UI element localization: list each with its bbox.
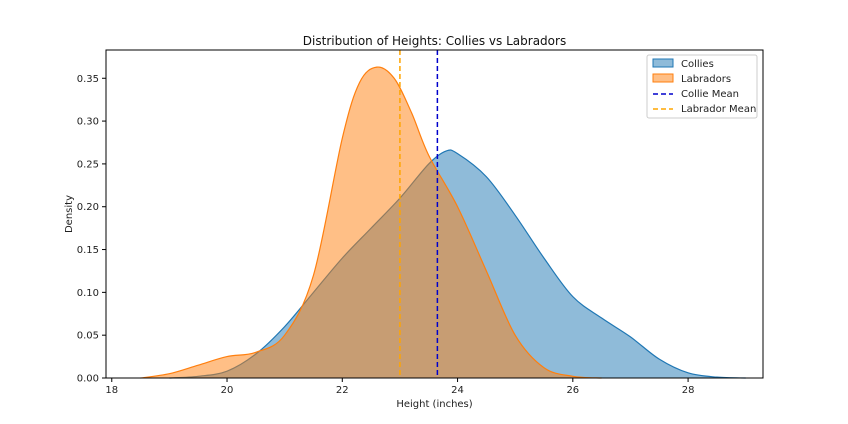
x-axis-ticks: 18 20 22 24 26 28 — [105, 378, 694, 396]
legend-label: Collie Mean — [681, 89, 739, 100]
y-tick-label: 0.05 — [77, 331, 99, 342]
x-tick-label: 24 — [451, 385, 464, 396]
legend-box — [646, 54, 758, 119]
series-labradors — [140, 66, 602, 379]
y-tick-label: 0.00 — [77, 374, 99, 385]
reference-lines — [399, 50, 439, 378]
x-tick-label: 28 — [682, 385, 695, 396]
density-line-collies — [169, 149, 746, 379]
y-tick-label: 0.30 — [77, 117, 99, 128]
plot-frame — [105, 49, 764, 379]
plot-area — [140, 50, 746, 379]
legend-swatch-labradors — [652, 73, 674, 83]
x-tick-label: 20 — [221, 385, 234, 396]
density-line-labradors — [140, 66, 602, 379]
x-tick-label: 22 — [336, 385, 349, 396]
y-tick-label: 0.15 — [77, 245, 99, 256]
legend-label: Collies — [681, 59, 714, 70]
legend-items: Collies Labradors Collie Mean Labrador Mean — [652, 58, 756, 115]
legend: Collies Labradors Collie Mean Labrador Mean — [646, 54, 758, 119]
legend-swatch-collies — [652, 58, 674, 68]
y-axis-label: Density — [64, 195, 75, 233]
y-tick-label: 0.25 — [77, 159, 99, 170]
x-axis-label: Height (inches) — [396, 399, 472, 410]
legend-label: Labrador Mean — [681, 104, 756, 115]
x-tick-label: 18 — [105, 385, 118, 396]
y-tick-label: 0.20 — [77, 202, 99, 213]
y-tick-label: 0.10 — [77, 288, 99, 299]
chart-title: Distribution of Heights: Collies vs Labr… — [303, 34, 566, 48]
legend-label: Labradors — [681, 74, 731, 85]
series-layer — [140, 66, 746, 379]
x-tick-label: 26 — [566, 385, 579, 396]
density-area-labradors — [140, 67, 602, 378]
y-tick-label: 0.35 — [77, 74, 99, 85]
y-axis-ticks: 0.00 0.05 0.10 0.15 0.20 0.25 0.30 0.35 — [77, 74, 106, 385]
